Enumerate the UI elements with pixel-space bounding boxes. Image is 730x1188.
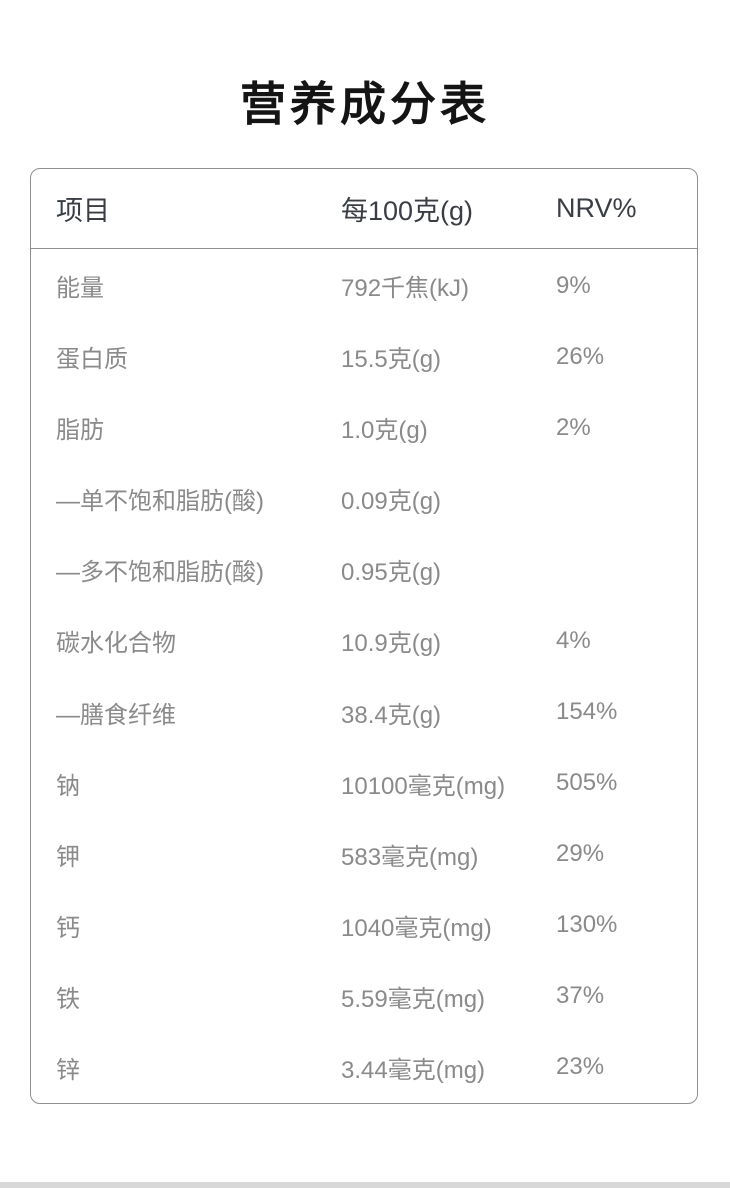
- table-row: 钙 1040毫克(mg) 130%: [31, 890, 697, 961]
- nutrient-nrv: 9%: [556, 271, 591, 299]
- nutrition-table-card: 项目 每100克(g) NRV% 能量 792千焦(kJ) 9% 蛋白质 15.…: [30, 168, 698, 1104]
- table-body: 能量 792千焦(kJ) 9% 蛋白质 15.5克(g) 26% 脂肪 1.0克…: [31, 250, 697, 1103]
- nutrient-nrv: 23%: [556, 1053, 605, 1081]
- nutrient-nrv: 26%: [556, 342, 605, 370]
- nutrient-amount: 3.44毫克(mg): [341, 1056, 486, 1084]
- nutrient-nrv: 505%: [556, 769, 618, 797]
- column-header-nrv: NRV%: [556, 193, 637, 223]
- table-row: —多不饱和脂肪(酸) 0.95克(g): [31, 534, 697, 605]
- nutrient-amount: 0.95克(g): [341, 559, 442, 587]
- nutrient-name: —单不饱和脂肪(酸): [56, 488, 264, 516]
- nutrient-amount: 792千焦(kJ): [341, 275, 470, 303]
- nutrient-nrv: 29%: [556, 840, 605, 868]
- nutrient-amount: 10100毫克(mg): [341, 772, 506, 800]
- column-header-item: 项目: [56, 196, 110, 226]
- nutrient-name: 钙: [56, 914, 80, 942]
- table-header-row: 项目 每100克(g) NRV%: [31, 169, 697, 249]
- table-row: —膳食纤维 38.4克(g) 154%: [31, 676, 697, 747]
- table-row: 蛋白质 15.5克(g) 26%: [31, 321, 697, 392]
- page-title: 营养成分表: [240, 78, 490, 130]
- table-row: 铁 5.59毫克(mg) 37%: [31, 961, 697, 1032]
- nutrient-name: 锌: [56, 1056, 80, 1084]
- nutrient-name: 钠: [56, 772, 80, 800]
- table-row: 脂肪 1.0克(g) 2%: [31, 392, 697, 463]
- table-row: —单不饱和脂肪(酸) 0.09克(g): [31, 463, 697, 534]
- nutrient-name: 钾: [56, 843, 80, 871]
- column-header-per100g: 每100克(g): [341, 196, 474, 226]
- nutrient-amount: 15.5克(g): [341, 346, 442, 374]
- table-row: 钾 583毫克(mg) 29%: [31, 819, 697, 890]
- nutrient-amount: 1040毫克(mg): [341, 914, 492, 942]
- nutrient-amount: 38.4克(g): [341, 701, 442, 729]
- nutrient-name: 碳水化合物: [56, 630, 176, 658]
- nutrient-amount: 583毫克(mg): [341, 843, 479, 871]
- nutrient-name: —膳食纤维: [56, 701, 176, 729]
- nutrient-amount: 1.0克(g): [341, 417, 428, 445]
- nutrient-nrv: 130%: [556, 911, 618, 939]
- nutrient-amount: 0.09克(g): [341, 488, 442, 516]
- table-row: 锌 3.44毫克(mg) 23%: [31, 1032, 697, 1103]
- nutrient-amount: 5.59毫克(mg): [341, 985, 486, 1013]
- table-row: 碳水化合物 10.9克(g) 4%: [31, 605, 697, 676]
- table-row: 能量 792千焦(kJ) 9%: [31, 250, 697, 321]
- table-row: 钠 10100毫克(mg) 505%: [31, 748, 697, 819]
- nutrient-nrv: 2%: [556, 413, 591, 441]
- nutrient-name: —多不饱和脂肪(酸): [56, 559, 264, 587]
- bottom-divider: [0, 1182, 730, 1188]
- nutrient-name: 蛋白质: [56, 346, 128, 374]
- nutrient-nrv: 154%: [556, 698, 618, 725]
- nutrient-nrv: 4%: [556, 626, 591, 654]
- nutrient-amount: 10.9克(g): [341, 630, 442, 658]
- nutrient-name: 铁: [56, 985, 80, 1013]
- nutrient-name: 脂肪: [56, 417, 104, 445]
- nutrient-nrv: 37%: [556, 982, 605, 1010]
- nutrient-name: 能量: [56, 275, 104, 303]
